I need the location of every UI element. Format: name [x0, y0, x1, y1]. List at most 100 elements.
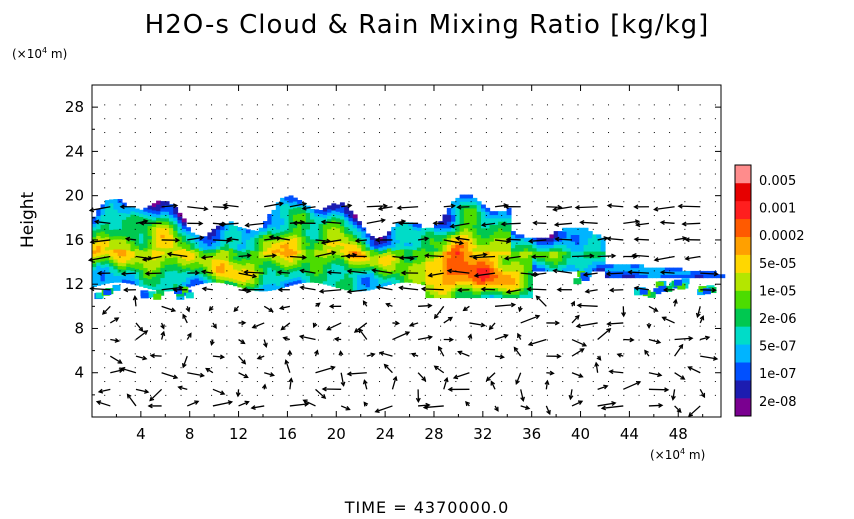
- cloud-cell: [433, 260, 439, 265]
- cloud-cell: [416, 256, 422, 261]
- wind-arrow: [366, 205, 387, 208]
- cloud-cell: [109, 222, 114, 227]
- cloud-cell: [305, 228, 311, 233]
- grid-dot: [608, 311, 610, 313]
- cloud-cell: [151, 203, 157, 208]
- cloud-cell: [493, 247, 499, 252]
- cloud-cell: [318, 236, 324, 241]
- cloud-cell: [570, 227, 576, 232]
- cloud-cell: [369, 285, 375, 290]
- cloud-cell: [280, 197, 285, 202]
- cloud-cell: [228, 271, 234, 276]
- cloud-cell: [160, 270, 166, 275]
- cloud-cell: [305, 245, 311, 250]
- grid-dot: [531, 381, 533, 383]
- grid-dot: [699, 270, 701, 272]
- grid-dot: [608, 173, 610, 175]
- cloud-cell: [245, 249, 251, 254]
- grid-dot: [379, 201, 381, 203]
- cloud-cell: [528, 270, 533, 275]
- wind-arrow-head: [382, 203, 389, 209]
- grid-dot: [669, 118, 671, 120]
- grid-dot: [409, 284, 411, 286]
- cloud-cell: [404, 242, 409, 247]
- cloud-cell: [476, 211, 482, 216]
- wind-arrow: [161, 286, 183, 291]
- cloud-cell: [335, 211, 341, 216]
- cloud-cell: [331, 279, 337, 284]
- cloud-cell: [451, 201, 456, 206]
- cloud-cell: [121, 269, 127, 273]
- cloud-cell: [579, 257, 585, 262]
- cloud-cell: [352, 277, 358, 282]
- cloud-cell: [557, 267, 563, 272]
- grid-dot: [714, 104, 716, 106]
- cloud-cell: [288, 195, 294, 200]
- cloud-cell: [126, 269, 132, 274]
- grid-dot: [501, 228, 503, 230]
- cloud-cell: [113, 232, 119, 237]
- cloud-cell: [301, 245, 307, 250]
- cloud-cell: [451, 247, 456, 252]
- cloud-cell: [139, 266, 144, 271]
- wind-arrow: [340, 405, 350, 411]
- cloud-cell: [288, 231, 294, 236]
- grid-dot: [195, 228, 197, 230]
- cloud-cell: [297, 200, 303, 204]
- cloud-cell: [220, 269, 226, 274]
- wind-arrow: [289, 255, 306, 259]
- wind-arrow: [597, 402, 616, 407]
- grid-dot: [653, 145, 655, 147]
- grid-dot: [623, 284, 625, 286]
- cloud-cell: [481, 204, 486, 209]
- cloud-cell: [245, 262, 251, 267]
- cloud-cell: [275, 222, 281, 227]
- cloud-cell: [493, 290, 499, 295]
- cloud-cell: [181, 218, 187, 223]
- grid-dot: [684, 284, 686, 286]
- cloud-cell: [451, 274, 456, 279]
- grid-dot: [195, 339, 197, 341]
- cloud-cell: [267, 277, 273, 281]
- grid-dot: [379, 132, 381, 134]
- grid-dot: [104, 353, 106, 355]
- cloud-cell: [348, 217, 354, 222]
- grid-dot: [333, 228, 335, 230]
- cloud-cell: [421, 281, 427, 286]
- cloud-cell: [113, 209, 119, 213]
- grid-dot: [104, 159, 106, 161]
- wind-arrow-head: [633, 204, 639, 210]
- cloud-cell: [203, 272, 209, 277]
- cloud-cell: [532, 267, 538, 272]
- cloud-cell: [498, 294, 503, 299]
- grid-dot: [608, 132, 610, 134]
- cloud-cell: [318, 226, 324, 231]
- cloud-cell: [224, 246, 230, 251]
- cloud-cell: [160, 277, 166, 282]
- grid-dot: [638, 394, 640, 396]
- cloud-cell: [156, 260, 161, 265]
- cloud-cell: [245, 275, 251, 280]
- cloud-cell: [519, 287, 525, 292]
- grid-dot: [714, 215, 716, 217]
- grid-dot: [577, 242, 579, 244]
- cloud-cell: [399, 258, 405, 263]
- cloud-cell: [421, 267, 427, 272]
- grid-dot: [501, 381, 503, 383]
- grid-dot: [195, 394, 197, 396]
- cloud-cell: [510, 290, 516, 295]
- wind-arrow-head: [284, 359, 290, 365]
- wind-arrow: [289, 378, 292, 390]
- cloud-cell: [322, 220, 328, 225]
- wind-arrow: [110, 338, 119, 342]
- grid-dot: [608, 104, 610, 106]
- grid-dot: [485, 284, 487, 286]
- grid-dot: [363, 118, 365, 120]
- grid-dot: [516, 159, 518, 161]
- cloud-cell: [681, 274, 687, 279]
- grid-dot: [623, 325, 625, 327]
- cloud-cell: [575, 264, 580, 269]
- grid-dot: [546, 104, 548, 106]
- cloud-cell-small: [634, 289, 643, 296]
- cloud-cell: [378, 260, 384, 265]
